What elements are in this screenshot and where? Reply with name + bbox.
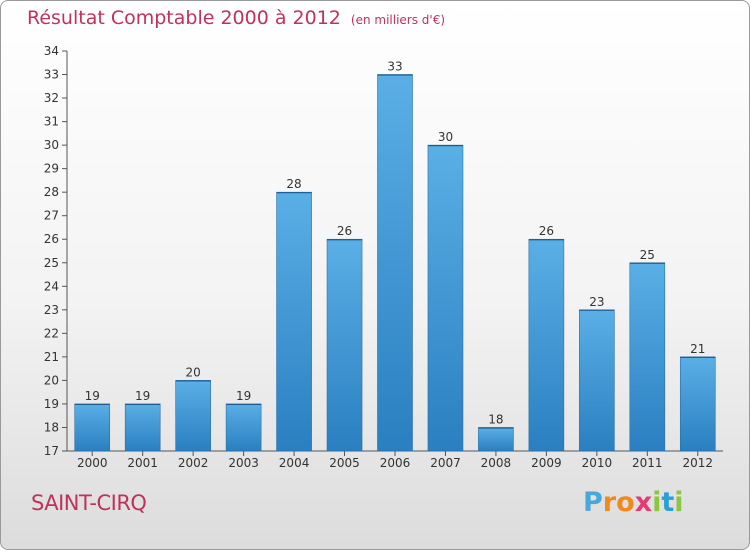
logo-letter: x — [634, 487, 653, 518]
data-label: 26 — [539, 224, 554, 238]
data-label: 21 — [690, 342, 705, 356]
x-tick-label: 2003 — [228, 456, 259, 470]
logo-letter: P — [583, 487, 603, 518]
y-tick-label: 17 — [44, 444, 59, 458]
logo-letter: i — [652, 487, 662, 518]
bar — [175, 380, 211, 452]
bar — [74, 403, 111, 452]
bar — [377, 74, 413, 452]
data-label: 28 — [286, 177, 301, 191]
data-label: 19 — [236, 389, 251, 403]
bar — [124, 403, 161, 452]
logo-letter: t — [661, 487, 675, 518]
data-label: 26 — [337, 224, 352, 238]
bar — [629, 262, 666, 452]
bar — [326, 238, 363, 452]
x-tick-label: 2005 — [329, 456, 360, 470]
y-tick-label: 21 — [44, 350, 59, 364]
chart-subtitle: (en milliers d'€) — [350, 13, 446, 27]
bar — [276, 191, 312, 452]
x-tick-label: 2010 — [582, 456, 613, 470]
data-label: 25 — [640, 248, 655, 262]
x-tick-label: 2007 — [430, 456, 461, 470]
bar — [427, 144, 464, 452]
y-tick-label: 18 — [44, 420, 59, 434]
y-tick-label: 34 — [44, 44, 59, 58]
bar — [528, 238, 565, 452]
y-tick-label: 23 — [44, 303, 59, 317]
title-block: Résultat Comptable 2000 à 2012 (en millie… — [27, 7, 445, 29]
x-tick-label: 2012 — [682, 456, 713, 470]
chart-title: Résultat Comptable 2000 à 2012 — [27, 7, 341, 29]
y-tick-label: 20 — [44, 373, 59, 387]
y-tick-label: 30 — [44, 138, 59, 152]
x-tick-label: 2006 — [380, 456, 411, 470]
logo-letter: o — [616, 487, 635, 518]
y-tick-label: 22 — [44, 326, 59, 340]
bar — [579, 309, 615, 452]
y-tick-label: 25 — [44, 256, 59, 270]
bar — [225, 403, 262, 452]
bars: 19 19 20 19 28 26 33 30 18 26 23 25 21 — [74, 60, 716, 452]
y-tick-label: 24 — [44, 279, 59, 293]
y-tick-label: 32 — [44, 91, 59, 105]
x-tick-label: 2000 — [77, 456, 108, 470]
logo-letter: r — [602, 487, 617, 518]
x-tick-label: 2009 — [531, 456, 562, 470]
data-label: 19 — [135, 389, 150, 403]
y-tick-label: 29 — [44, 162, 59, 176]
y-tick-label: 27 — [44, 209, 59, 223]
proxiti-logo[interactable]: Proxiti — [583, 487, 684, 518]
y-tick-label: 33 — [44, 68, 59, 82]
y-tick-label: 19 — [44, 397, 59, 411]
bar — [679, 356, 716, 452]
data-label: 23 — [589, 295, 604, 309]
data-label: 20 — [186, 365, 201, 379]
data-label: 18 — [488, 412, 503, 426]
x-tick-label: 2001 — [127, 456, 158, 470]
bar — [478, 427, 514, 452]
x-tick-label: 2011 — [632, 456, 663, 470]
x-tick-label: 2004 — [279, 456, 310, 470]
y-tick-label: 31 — [44, 115, 59, 129]
y-tick-label: 28 — [44, 185, 59, 199]
y-tick-label: 26 — [44, 232, 59, 246]
data-label: 30 — [438, 130, 453, 144]
commune-name: SAINT-CIRQ — [31, 491, 147, 515]
x-tick-label: 2002 — [178, 456, 209, 470]
data-label: 19 — [85, 389, 100, 403]
data-label: 33 — [387, 60, 402, 74]
logo-letter: i — [674, 487, 684, 518]
x-tick-label: 2008 — [481, 456, 512, 470]
